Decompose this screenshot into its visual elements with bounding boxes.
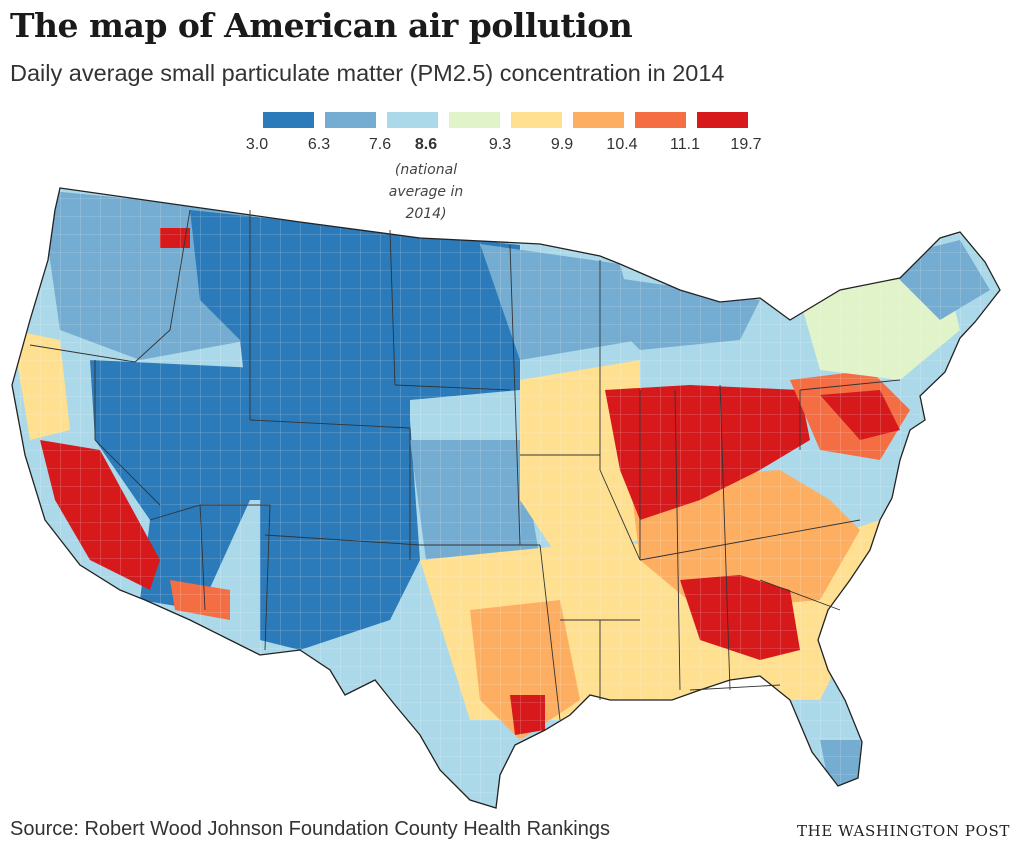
legend-swatch-3 [387, 112, 438, 128]
legend-swatch-5 [511, 112, 562, 128]
legend-tick: 7.6 [368, 136, 392, 153]
legend-swatch-8 [697, 112, 748, 128]
us-pollution-map [11, 187, 1001, 809]
national-average-note: (national average in 2014) [388, 162, 464, 222]
legend-tick: 10.4 [606, 136, 638, 153]
county-fill-layer [12, 188, 1000, 808]
state-borders [29, 209, 901, 721]
legend-tick: 19.7 [730, 136, 762, 153]
legend-swatch-2 [325, 112, 376, 128]
legend-swatch-4 [449, 112, 500, 128]
legend-tick: 11.1 [670, 136, 700, 153]
publisher-credit: THE WASHINGTON POST [797, 822, 1010, 840]
legend-swatch-1 [263, 112, 314, 128]
legend-tick: 9.9 [550, 136, 574, 153]
map-title: The map of American air pollution [10, 6, 633, 45]
source-note: Source: Robert Wood Johnson Foundation C… [10, 818, 610, 840]
legend-tick: 9.3 [488, 136, 512, 153]
legend-tick-national-average: 8.6 [414, 136, 438, 153]
map-subtitle: Daily average small particulate matter (… [10, 60, 725, 86]
legend-swatch-6 [573, 112, 624, 128]
legend-tick: 3.0 [245, 136, 269, 153]
color-legend: 3.0 6.3 7.6 8.6 9.3 9.9 10.4 11.1 19.7 (… [241, 112, 762, 232]
legend-swatch-7 [635, 112, 686, 128]
legend-tick: 6.3 [307, 136, 331, 153]
